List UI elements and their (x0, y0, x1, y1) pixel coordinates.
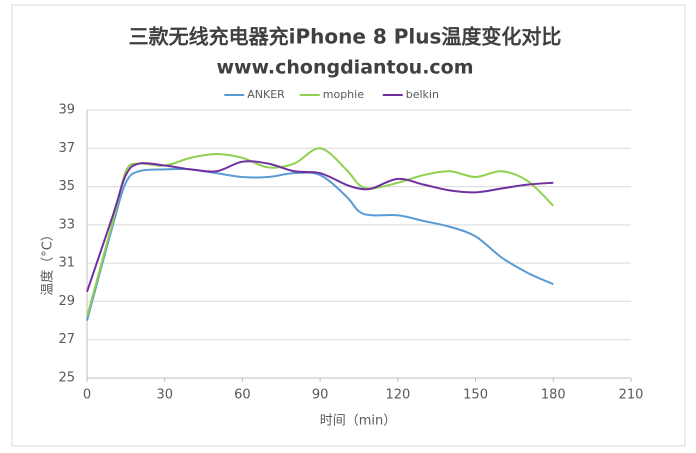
y-tick-label: 35 (58, 179, 75, 194)
data-line (86, 160, 554, 293)
y-tick-label: 27 (58, 332, 75, 347)
legend-label: mophie (323, 88, 364, 101)
legend-label: belkin (406, 88, 439, 101)
y-axis-label: 温度（°C） (40, 228, 56, 296)
y-tick-label: 29 (58, 294, 75, 309)
y-tick-label: 33 (58, 217, 75, 232)
x-tick-label: 150 (463, 388, 488, 403)
x-tick-label: 210 (619, 388, 644, 403)
x-tick-label: 90 (312, 388, 329, 403)
x-tick-label: 30 (156, 388, 173, 403)
y-tick-label: 31 (58, 256, 75, 271)
x-tick-label: 120 (385, 388, 410, 403)
x-axis-label: 时间（min） (320, 414, 397, 429)
x-tick-label: 60 (234, 388, 251, 403)
legend-label: ANKER (247, 88, 285, 101)
chart-title: 三款无线充电器充iPhone 8 Plus温度变化对比 (129, 25, 562, 49)
chart-subtitle: www.chongdiantou.com (216, 57, 473, 79)
y-tick-label: 39 (58, 103, 75, 118)
x-tick-label: 180 (541, 388, 566, 403)
x-tick-label: 0 (83, 388, 91, 403)
y-tick-label: 25 (58, 371, 75, 386)
y-tick-label: 37 (58, 141, 75, 156)
data-line (86, 167, 554, 321)
chart-border (11, 4, 686, 447)
